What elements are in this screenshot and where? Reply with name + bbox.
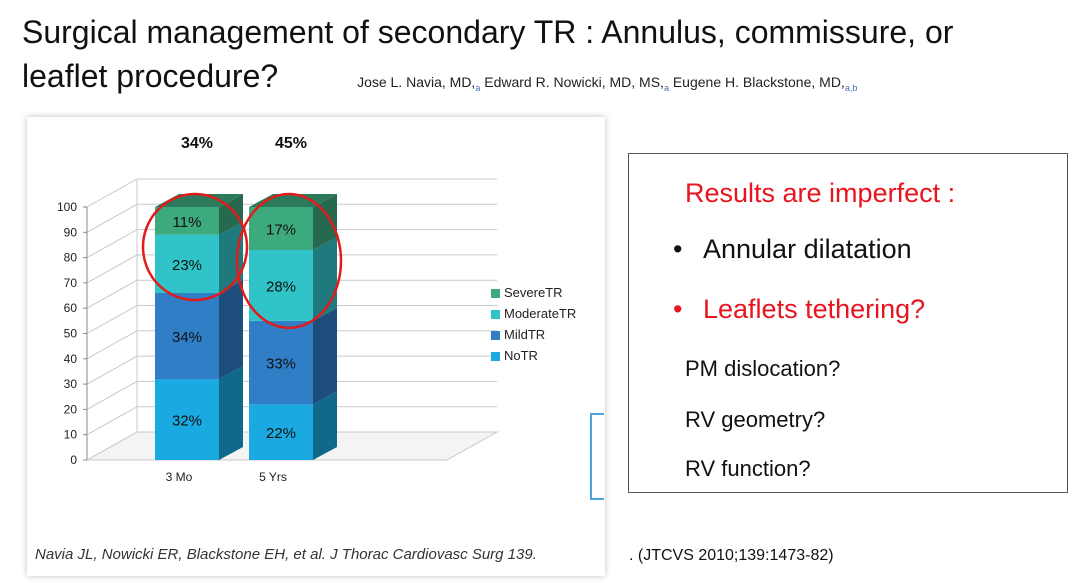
stacked-bar-chart: 0 10 20 30 40 50 60 70 80 90 100 32% 34% 23% 11% 34% 3 M… <box>57 135 576 484</box>
bar-segment-label: 23% <box>172 257 202 274</box>
highlight-circle <box>141 192 249 302</box>
question-rv-function: RV function? <box>685 456 811 481</box>
journal-reference: . (JTCVS 2010;139:1473-82) <box>629 547 834 564</box>
author-name: Eugene H. Blackstone, MD, <box>668 74 845 90</box>
y-tick-label: 90 <box>64 225 78 239</box>
bar-segment-label: 11% <box>173 214 202 231</box>
bullet-icon: • <box>673 234 683 264</box>
x-category-label: 5 Yrs <box>259 470 287 484</box>
bullet-leaflets-tethering: • Leaflets tethering? <box>673 294 925 325</box>
title-line-1: Surgical management of secondary TR : An… <box>22 14 954 50</box>
bar-segment-label: 34% <box>172 329 202 346</box>
legend-label: ModerateTR <box>504 306 576 321</box>
gridline-side <box>86 305 138 334</box>
legend-label: NoTR <box>504 348 538 363</box>
blue-bracket-decoration <box>590 413 604 500</box>
y-tick-label: 80 <box>64 251 78 265</box>
bar-segment-label: 22% <box>266 425 296 442</box>
gridline-side <box>86 279 138 309</box>
gridline-side <box>86 431 138 461</box>
results-heading: Results are imperfect : <box>685 178 956 208</box>
bullet-text: Leaflets tethering? <box>703 294 926 324</box>
title-line-2: leaflet procedure? Jose L. Navia, MD,a E… <box>22 54 1072 110</box>
bar-segment-label: 17% <box>266 222 296 239</box>
bar-segment-side <box>313 391 337 460</box>
y-tick-label: 50 <box>64 327 78 341</box>
title-line-2-text: leaflet procedure? <box>22 58 279 94</box>
bar-segment-label: 28% <box>266 278 296 295</box>
y-tick-label: 70 <box>64 276 78 290</box>
legend-label: MildTR <box>504 327 545 342</box>
y-tick-label: 30 <box>64 377 78 391</box>
author-affiliation: a,b <box>844 82 858 93</box>
author-list: Jose L. Navia, MD,a Edward R. Nowicki, M… <box>357 74 858 93</box>
gridline-side <box>86 229 138 259</box>
bar-segment <box>249 207 313 251</box>
bar-segment-side <box>219 366 243 460</box>
legend-label: SevereTR <box>504 285 563 300</box>
y-tick-label: 0 <box>70 453 77 467</box>
y-tick-label: 10 <box>64 428 78 442</box>
question-pm-dislocation: PM dislocation? <box>685 356 841 381</box>
legend-swatch <box>491 289 500 298</box>
gridline-side <box>86 355 138 385</box>
bullet-text: Annular dilatation <box>703 234 912 264</box>
bar-segment-side <box>313 307 337 405</box>
author-name: Jose L. Navia, MD, <box>357 74 476 90</box>
bar-segment <box>155 293 219 380</box>
bar-segment-label: 33% <box>266 356 296 373</box>
gridline-side <box>86 254 138 284</box>
gridline-side <box>86 178 138 208</box>
bullet-annular-dilatation: • Annular dilatation <box>673 234 912 265</box>
author-affiliation: a <box>663 82 669 93</box>
chart-citation: Navia JL, Nowicki ER, Blackstone EH, et … <box>35 546 537 563</box>
gridline-side <box>86 330 138 360</box>
author-name: Edward R. Nowicki, MD, MS, <box>480 74 664 90</box>
gridline-side <box>86 203 138 233</box>
author-affiliation: a <box>475 82 481 93</box>
bar-segment <box>155 207 219 235</box>
legend-swatch <box>491 331 500 340</box>
y-tick-label: 40 <box>64 352 78 366</box>
bar-segment <box>155 379 219 460</box>
bullet-icon: • <box>673 294 683 324</box>
legend-swatch <box>491 352 500 361</box>
bar-segment-side <box>313 194 337 251</box>
bar-segment <box>155 234 219 294</box>
gridline-side <box>86 406 138 436</box>
highlight-circle <box>235 192 343 330</box>
bar-total-label: 45% <box>275 135 307 152</box>
legend-swatch <box>491 310 500 319</box>
question-rv-geometry: RV geometry? <box>685 407 826 432</box>
bar-segment-side <box>219 280 243 380</box>
bar-total-label: 34% <box>181 135 213 152</box>
y-tick-label: 100 <box>57 200 77 214</box>
bar-segment <box>249 320 313 405</box>
results-box: Results are imperfect : • Annular dilatat… <box>628 153 1068 493</box>
y-tick-label: 60 <box>64 301 78 315</box>
bar-segment-label: 32% <box>172 413 202 430</box>
slide-title: Surgical management of secondary TR : An… <box>22 10 1072 110</box>
bar-segment <box>249 404 313 460</box>
bar-segment <box>249 250 313 321</box>
gridline-side <box>86 380 138 410</box>
y-tick-label: 20 <box>64 402 78 416</box>
chart-panel: 0 10 20 30 40 50 60 70 80 90 100 32% 34% 23% 11% 34% 3 M… <box>27 117 605 576</box>
x-category-label: 3 Mo <box>166 470 193 484</box>
